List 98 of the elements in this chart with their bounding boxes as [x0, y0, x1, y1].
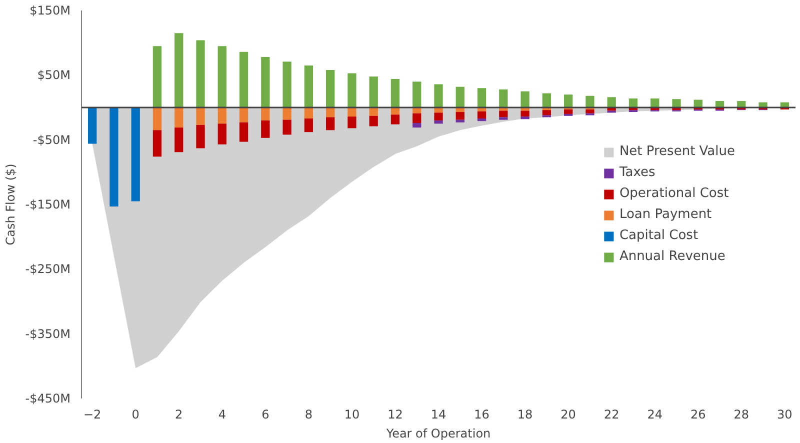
y-tick-label: -$50M — [32, 132, 71, 147]
bar — [174, 128, 184, 152]
bar — [261, 108, 270, 120]
bar — [152, 108, 162, 130]
x-tick-label: 0 — [132, 408, 140, 422]
bar — [282, 120, 292, 135]
x-tick-label: 18 — [517, 408, 533, 422]
legend-label: Net Present Value — [619, 144, 735, 159]
bar — [348, 116, 356, 128]
x-tick-label: 12 — [388, 408, 403, 422]
x-tick-label: 26 — [690, 408, 706, 422]
bar — [607, 97, 616, 108]
bar — [434, 84, 443, 108]
y-tick-label: -$250M — [25, 262, 71, 276]
legend-label: Taxes — [619, 165, 656, 180]
x-tick-label: 16 — [474, 408, 490, 422]
bar — [542, 110, 552, 116]
bar — [196, 40, 205, 108]
bar — [737, 101, 746, 108]
bar — [412, 123, 422, 128]
y-tick-label: -$150M — [25, 198, 71, 212]
bar — [131, 108, 140, 202]
bar — [218, 108, 226, 124]
bar — [369, 76, 378, 108]
legend-label: Operational Cost — [619, 186, 729, 201]
x-tick-label: 8 — [304, 408, 313, 422]
bar — [586, 96, 594, 108]
bar — [88, 108, 97, 144]
bar — [412, 82, 422, 108]
bar — [196, 124, 205, 148]
bar — [239, 108, 248, 122]
bar — [304, 118, 314, 132]
bar — [369, 116, 378, 126]
x-tick-label: 10 — [344, 408, 360, 422]
y-tick-label: $150M — [30, 4, 71, 18]
legend-label: Capital Cost — [619, 228, 698, 243]
x-axis-title: Year of Operation — [385, 426, 491, 440]
legend-label: Loan Payment — [619, 207, 712, 222]
y-tick-label: $50M — [37, 68, 71, 82]
bar — [390, 114, 400, 124]
bar — [412, 113, 422, 124]
bar — [218, 124, 226, 144]
bar — [477, 88, 486, 108]
bar — [348, 73, 356, 108]
bar — [456, 86, 464, 108]
bar — [499, 110, 508, 118]
x-tick-label: 2 — [175, 408, 183, 422]
bar — [196, 108, 205, 125]
x-tick-label: 22 — [604, 408, 620, 422]
bar — [261, 57, 270, 108]
bar — [456, 120, 464, 122]
y-tick-label: -$350M — [25, 326, 71, 341]
y-tick-label: -$450M — [25, 392, 71, 406]
bar — [477, 111, 486, 118]
bar — [282, 108, 292, 120]
bar — [564, 94, 573, 108]
bar — [174, 108, 184, 128]
bar — [520, 110, 530, 117]
bar — [152, 130, 162, 157]
bar — [564, 109, 573, 114]
x-tick-label: 6 — [262, 408, 270, 422]
bar — [110, 108, 118, 206]
bar — [326, 117, 335, 130]
bar — [650, 98, 660, 108]
bar — [434, 120, 443, 124]
x-tick-label: −2 — [83, 408, 102, 422]
x-tick-label: 20 — [560, 408, 576, 422]
bar — [304, 65, 314, 108]
legend-label: Annual Revenue — [619, 249, 726, 264]
y-axis-title: Cash Flow ($) — [3, 164, 18, 246]
bar — [456, 112, 464, 120]
bar — [520, 116, 530, 120]
bar — [694, 100, 702, 108]
bar — [239, 52, 248, 108]
bar — [628, 98, 638, 108]
x-tick-label: 14 — [430, 408, 446, 422]
bar — [174, 33, 184, 108]
bar — [715, 101, 724, 108]
bar — [218, 46, 226, 108]
bar — [758, 102, 768, 108]
bar — [282, 62, 292, 108]
bar — [499, 89, 508, 108]
bar — [542, 93, 552, 108]
x-tick-label: 24 — [647, 408, 663, 422]
x-tick-label: 4 — [218, 408, 226, 422]
x-tick-label: 30 — [777, 408, 792, 422]
bar — [672, 99, 681, 108]
bar — [477, 118, 486, 122]
bar — [326, 70, 335, 108]
x-tick-label: 28 — [734, 408, 750, 422]
bar — [586, 109, 594, 114]
bar — [499, 117, 508, 120]
bar — [434, 112, 443, 120]
bar — [261, 120, 270, 138]
bar — [520, 91, 530, 108]
bar — [390, 79, 400, 108]
bar — [239, 122, 248, 142]
bar — [152, 46, 162, 108]
